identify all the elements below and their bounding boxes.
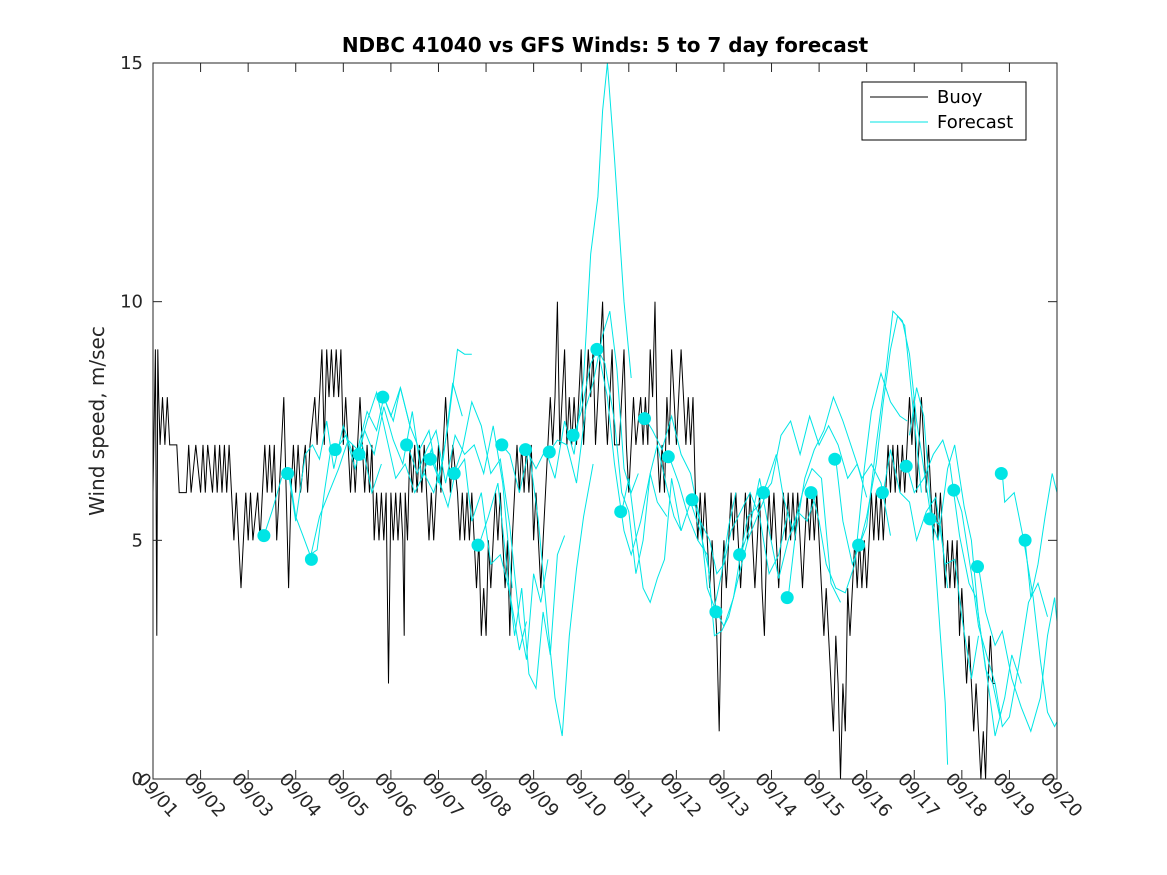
- forecast-marker-21: [733, 548, 747, 562]
- y-tick-label-0: 0: [132, 769, 143, 790]
- axes-box: [152, 62, 1058, 780]
- forecast-line-24: [811, 371, 908, 594]
- forecast-marker-24: [804, 486, 818, 500]
- forecast-line-11: [501, 444, 594, 737]
- forecast-line-16: [621, 478, 711, 604]
- forecast-marker-30: [947, 483, 961, 497]
- forecast-marker-3: [304, 552, 318, 566]
- legend-box: [861, 81, 1027, 141]
- forecast-line-29: [930, 444, 1022, 737]
- forecast-line-31: [978, 566, 1058, 733]
- forecast-marker-9: [447, 467, 461, 480]
- forecast-line-7: [407, 425, 513, 589]
- forecast-line-4: [335, 406, 442, 488]
- forecast-marker-7: [400, 438, 414, 452]
- forecast-marker-22: [756, 486, 770, 500]
- forecast-line-1: [261, 444, 332, 556]
- forecast-marker-23: [780, 591, 794, 605]
- forecast-marker-12: [519, 443, 532, 457]
- forecast-marker-27: [875, 486, 889, 500]
- forecast-line-10: [478, 482, 566, 691]
- forecast-marker-25: [828, 452, 842, 466]
- forecast-marker-31: [971, 560, 984, 574]
- forecast-marker-16: [614, 505, 628, 519]
- forecast-line-15: [597, 349, 682, 574]
- forecast-marker-15: [590, 342, 604, 356]
- forecast-line-33: [1024, 473, 1058, 598]
- forecast-line-18: [668, 456, 768, 637]
- y-tick-label-5: 5: [132, 530, 143, 551]
- legend-forecast-label: Forecast: [937, 112, 1013, 133]
- legend: Buoy Forecast: [861, 81, 1027, 141]
- forecast-marker-28: [899, 459, 913, 473]
- forecast-marker-33: [1018, 533, 1032, 547]
- forecast-marker-18: [661, 450, 675, 464]
- forecast-marker-10: [471, 538, 485, 552]
- forecast-marker-4: [328, 443, 342, 457]
- y-axis-label: Wind speed, m/sec: [85, 326, 109, 516]
- y-tick-label-15: 15: [120, 53, 143, 74]
- forecast-marker-26: [852, 538, 866, 552]
- forecast-line-14: [573, 347, 668, 557]
- forecast-marker-14: [566, 428, 580, 442]
- forecast-line-21: [740, 454, 841, 603]
- forecast-marker-17: [638, 412, 651, 426]
- forecast-line-22: [763, 414, 868, 498]
- y-tick-label-10: 10: [120, 292, 143, 313]
- forecast-line-30: [954, 490, 1048, 728]
- forecast-marker-8: [423, 452, 437, 466]
- forecast-marker-2: [281, 467, 295, 480]
- forecast-marker-1: [257, 529, 271, 543]
- forecast-line-13: [548, 311, 639, 495]
- buoy-series-line: [152, 301, 996, 780]
- forecast-line-6: [383, 348, 472, 484]
- forecast-marker-19: [685, 493, 699, 507]
- forecast-line-19: [692, 491, 789, 576]
- forecast-marker-20: [709, 605, 723, 619]
- forecast-marker-11: [495, 438, 509, 452]
- forecast-line-8: [430, 457, 527, 651]
- forecast-line-32: [1001, 473, 1058, 728]
- forecast-line-23: [787, 395, 891, 598]
- forecast-marker-32: [994, 467, 1008, 480]
- forecast-marker-6: [376, 390, 390, 404]
- legend-buoy-label: Buoy: [937, 87, 983, 108]
- forecast-marker-13: [542, 445, 556, 459]
- forecast-line-3: [309, 385, 411, 560]
- forecast-marker-5: [352, 447, 366, 461]
- forecast-marker-29: [923, 512, 937, 526]
- forecast-line-9: [453, 400, 549, 660]
- chart-title: NDBC 41040 vs GFS Winds: 5 to 7 day fore…: [342, 33, 869, 57]
